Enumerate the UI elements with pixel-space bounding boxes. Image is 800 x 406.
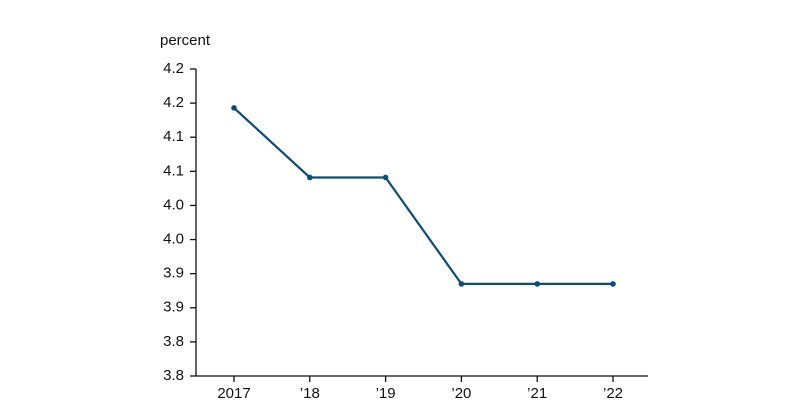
point — [610, 281, 616, 287]
y-tick-label: 3.8 — [163, 367, 184, 384]
y-tick-label: 3.8 — [163, 333, 184, 350]
line — [233, 107, 613, 285]
x-tick-label: ’22 — [603, 385, 623, 402]
x-tick-label: ’21 — [527, 385, 547, 402]
y-axis-label: percent — [160, 32, 211, 49]
point — [458, 281, 465, 287]
y-tick-label: 3.9 — [163, 265, 184, 282]
y-tick-label: 4.0 — [163, 196, 184, 213]
x-tick-label: 2017 — [217, 385, 250, 402]
x-tick-label: ’18 — [300, 385, 320, 402]
y-tick-label: 4.1 — [163, 162, 184, 179]
y-tick-label: 4.2 — [163, 60, 184, 77]
y-tick-label: 3.9 — [163, 299, 184, 316]
x-tick-label: ’19 — [376, 385, 396, 402]
y-tick-label: 4.2 — [163, 94, 184, 111]
x-tick-label: ’20 — [451, 385, 471, 402]
point — [382, 174, 389, 181]
y-tick-label: 4.0 — [163, 231, 184, 248]
point — [307, 174, 313, 181]
point — [231, 105, 237, 111]
y-tick-label: 4.1 — [163, 128, 184, 145]
point — [534, 281, 540, 287]
